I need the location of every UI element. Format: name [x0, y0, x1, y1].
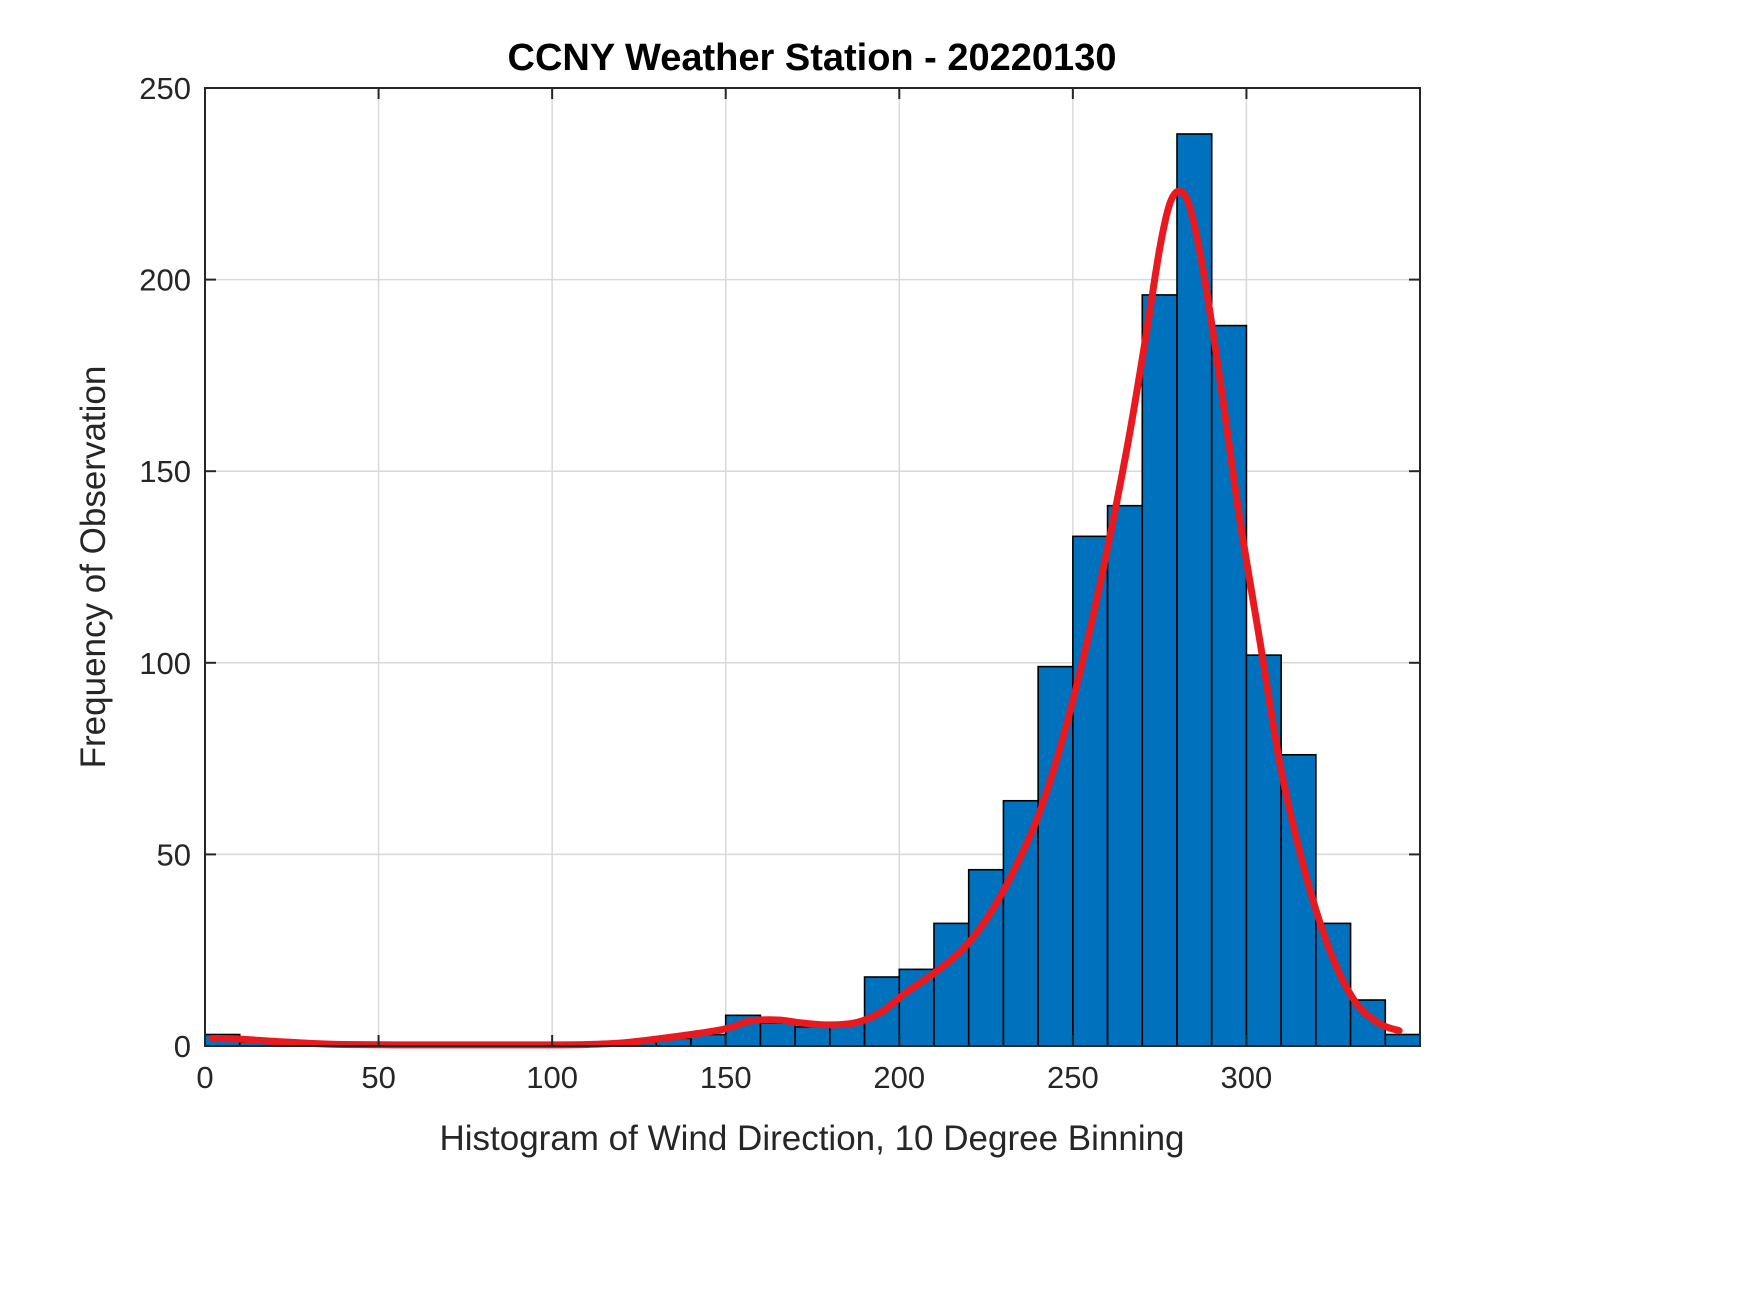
plot-border	[204, 87, 1421, 1047]
axes-box	[204, 87, 1421, 1047]
chart-title: CCNY Weather Station - 20220130	[508, 37, 1117, 79]
x-tick-label: 150	[700, 1060, 752, 1095]
histogram-bar	[794, 1026, 831, 1047]
y-tick-label: 100	[139, 646, 191, 681]
y-axis-label: Frequency of Observation	[74, 366, 113, 769]
tick-labels: 0 50 100 150 200 250 300 0 50 100 150 200 250	[139, 71, 1272, 1095]
x-tick-label: 300	[1221, 1060, 1273, 1095]
x-tick-label: 0	[196, 1060, 213, 1095]
y-tick-label: 200	[139, 263, 191, 298]
x-tick-label: 250	[1047, 1060, 1099, 1095]
histogram-bar	[933, 922, 970, 1047]
histogram-bar	[759, 1022, 796, 1047]
y-tick-label: 50	[157, 837, 191, 872]
x-tick-label: 100	[526, 1060, 578, 1095]
histogram-bars	[204, 133, 1421, 1047]
histogram-bar	[1141, 294, 1178, 1047]
histogram-bar	[1106, 504, 1144, 1047]
x-tick-label: 50	[361, 1060, 395, 1095]
y-tick-label: 250	[139, 71, 191, 106]
histogram-bar	[1384, 1033, 1421, 1047]
histogram-bar	[1245, 654, 1282, 1047]
y-tick-label: 0	[174, 1029, 191, 1064]
y-tick-label: 150	[139, 454, 191, 489]
x-axis-label: Histogram of Wind Direction, 10 Degree B…	[439, 1119, 1184, 1158]
x-tick-label: 200	[873, 1060, 925, 1095]
